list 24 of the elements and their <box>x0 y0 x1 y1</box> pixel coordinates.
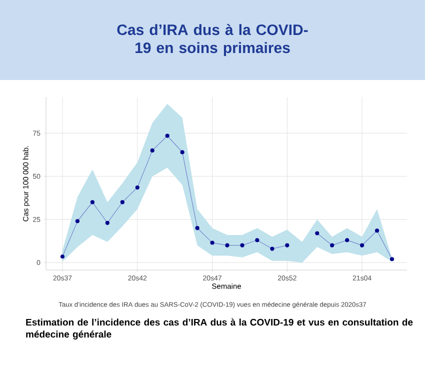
chart-title: Cas d’IRA dus à la COVID-19 en soins primaires <box>117 24 308 56</box>
point <box>270 246 274 251</box>
point <box>330 243 334 248</box>
point <box>150 148 154 153</box>
point <box>210 240 214 245</box>
point <box>315 231 320 236</box>
point <box>120 200 124 204</box>
point <box>225 243 230 248</box>
point <box>240 243 244 248</box>
point <box>360 243 364 248</box>
text: Estimation de l’incidence des cas d’IRA dus à la COVID-19 et vus en consultation de médecine générale <box>26 318 413 340</box>
point <box>195 226 200 230</box>
point <box>90 200 94 204</box>
point <box>105 220 110 225</box>
point <box>255 238 260 242</box>
point <box>374 228 380 233</box>
point <box>60 254 65 259</box>
point <box>390 257 394 262</box>
point <box>180 150 184 154</box>
point <box>75 219 80 224</box>
point <box>285 243 290 248</box>
point <box>165 134 170 138</box>
point <box>345 238 350 242</box>
point <box>135 186 140 190</box>
